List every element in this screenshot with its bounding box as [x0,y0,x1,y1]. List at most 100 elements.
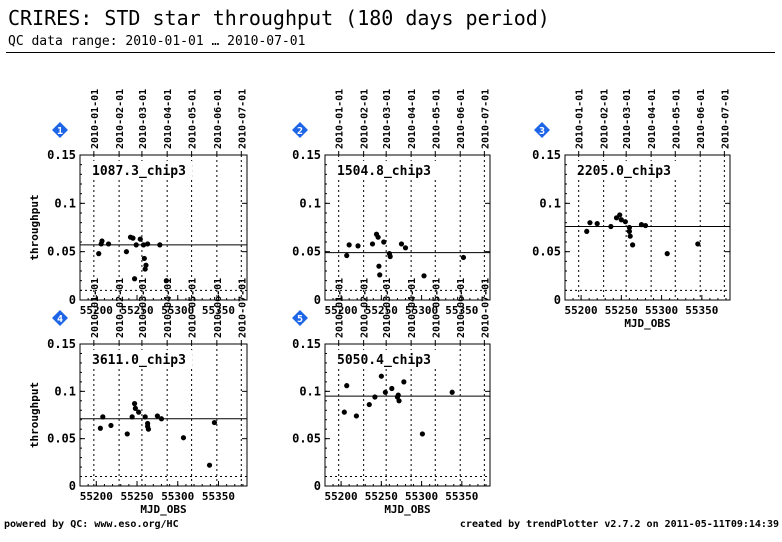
x-tick-label: 55250 [605,304,638,317]
date-tick-label: 2010-02-01 [360,278,371,338]
badge-number: 1 [57,126,63,137]
data-point [143,262,149,268]
date-tick-label: 2010-01-01 [90,278,101,338]
date-tick-label: 2010-01-01 [90,89,101,149]
date-tick-label: 2010-02-01 [115,278,126,338]
data-point [396,398,402,404]
x-tick-label: 55350 [685,304,718,317]
header-divider [6,52,775,53]
badge-number: 3 [539,126,545,137]
panel-label-background [575,161,677,179]
date-tick-label: 2010-01-01 [335,89,346,149]
date-tick-label: 2010-06-01 [213,278,224,338]
plot-frame [324,343,491,487]
y-tick-label: 0.05 [532,245,561,259]
y-tick-label: 0.1 [54,384,76,398]
date-tick-label: 2010-07-01 [720,89,731,149]
chart-panel-4: 2010-01-01 2010-02-01 2010-03-01 2010-04-01… [28,278,248,516]
y-tick-label: 0.05 [47,245,76,259]
y-tick-label: 0.1 [54,196,76,210]
plot-frame [79,154,248,301]
data-point [142,266,148,272]
panel-number-badge: 2 [292,122,308,138]
chart-panel-1: 2010-01-01 2010-02-01 2010-03-01 2010-04-01… [28,89,248,317]
x-tick-label: 55250 [365,490,398,503]
y-tick-label: 0.05 [47,432,76,446]
data-point [366,401,372,408]
data-point [158,416,165,422]
data-point [108,422,114,429]
data-point [97,425,103,431]
data-point [617,212,623,218]
data-point [137,236,143,242]
panel-label-background [335,161,437,179]
y-tick-label: 0 [69,293,76,307]
date-tick-label: 2010-06-01 [456,278,467,338]
data-point [695,241,701,247]
date-tick-label: 2010-03-01 [382,89,393,149]
x-tick-label: 55250 [120,304,153,317]
data-point [353,413,359,419]
date-tick-label: 2010-05-01 [431,278,442,338]
data-point [123,249,130,255]
data-point [131,276,138,282]
data-point [372,394,378,400]
data-point [587,220,593,226]
data-point [642,222,649,229]
data-point [377,272,383,278]
panel-label: 5050.4_chip3 [337,353,431,368]
data-point [376,263,382,269]
x-axis-label: MJD_OBS [624,317,670,330]
x-tick-label: 55300 [645,304,678,317]
date-tick-label: 2010-06-01 [456,89,467,149]
date-tick-label: 2010-05-01 [431,89,442,149]
x-tick-label: 55200 [80,490,113,503]
data-point [206,462,213,468]
data-point [344,252,350,259]
panel-number-badge: 4 [52,310,68,326]
data-point [389,385,395,392]
data-point [382,389,388,395]
date-tick-label: 2010-01-01 [575,89,586,149]
data-point [130,235,136,241]
data-point [145,426,152,432]
data-point [145,241,151,247]
badge-diamond [292,122,308,138]
chart-panel-2: 2010-01-01 2010-02-01 2010-03-01 2010-04-01… [292,89,491,317]
data-point [344,383,350,389]
panel-label-background [335,350,437,368]
x-tick-label: 55350 [202,304,235,317]
data-point [460,254,467,261]
badge-number: 4 [57,314,63,325]
plot-frame [564,154,731,301]
date-tick-label: 2010-02-01 [360,89,371,149]
data-point [375,234,381,240]
data-point [99,238,105,244]
panel-label: 3611.0_chip3 [92,353,186,368]
data-point [630,242,636,248]
x-axis-label: MJD_OBS [140,503,186,516]
y-tick-label: 0.1 [299,196,321,210]
x-tick-label: 55200 [80,304,113,317]
data-point [381,239,387,245]
x-tick-label: 55250 [120,490,153,503]
data-point [398,241,405,247]
data-point [129,414,135,420]
chart-panel-3: 2010-01-01 2010-02-01 2010-03-01 2010-04-01… [532,89,731,330]
data-point [105,241,112,247]
data-point [163,278,169,284]
data-point [100,414,106,420]
data-point [387,253,393,260]
data-point [140,242,147,248]
y-tick-label: 0 [69,479,76,493]
date-tick-label: 2010-07-01 [237,278,248,338]
date-tick-label: 2010-06-01 [213,89,224,149]
y-tick-label: 0 [314,479,321,493]
footer-powered-by: powered by QC: www.eso.org/HC [4,519,179,530]
y-tick-label: 0.15 [47,148,76,162]
data-point [594,221,600,227]
x-tick-label: 55200 [325,304,358,317]
panel-label: 1504.8_chip3 [337,164,431,179]
data-point [96,251,102,257]
